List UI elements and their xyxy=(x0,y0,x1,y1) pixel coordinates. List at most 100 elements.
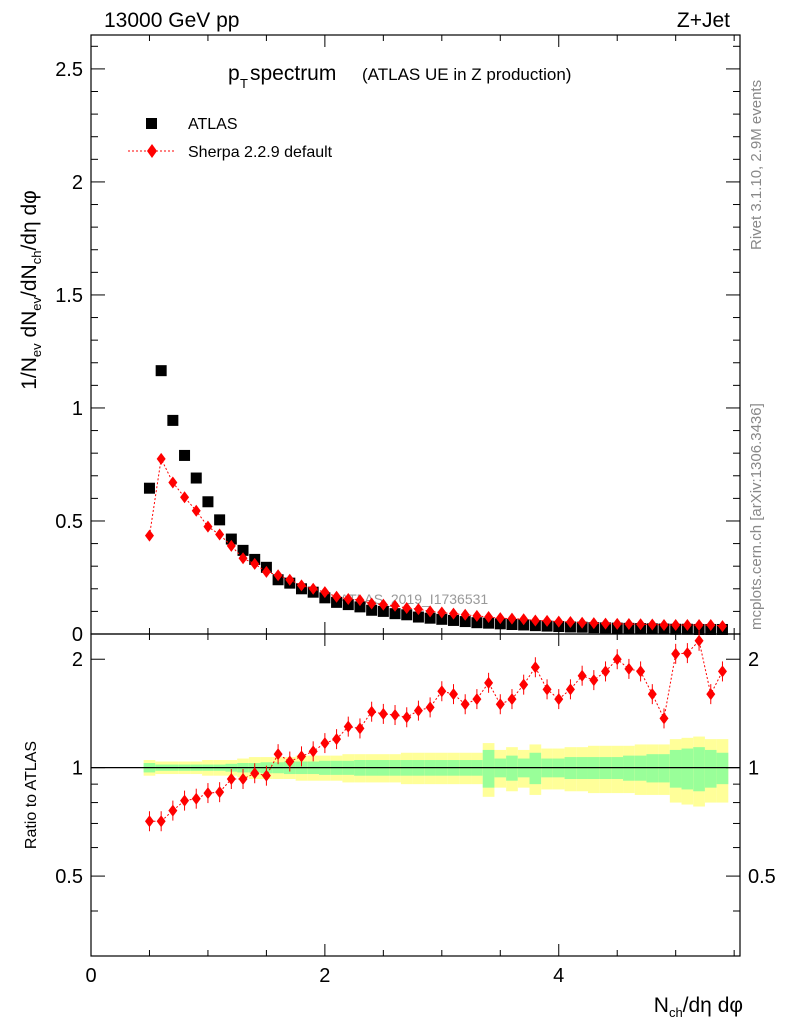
atlas-point xyxy=(389,608,401,620)
y-tick-label-bottom: 2 xyxy=(72,649,83,671)
sherpa-point-top xyxy=(390,599,400,612)
sherpa-point-top xyxy=(612,617,622,630)
sherpa-point-top xyxy=(542,614,552,627)
legend-sherpa-label: Sherpa 2.2.9 default xyxy=(188,144,333,161)
sherpa-point-ratio xyxy=(261,769,271,782)
sherpa-point-top xyxy=(437,606,447,619)
sherpa-point-ratio xyxy=(717,665,727,678)
atlas-point xyxy=(155,365,167,377)
sherpa-point-top xyxy=(717,620,727,633)
atlas-point xyxy=(483,617,495,629)
sherpa-point-ratio xyxy=(694,634,704,647)
band-inner-bin xyxy=(669,749,682,788)
sherpa-point-top xyxy=(367,597,377,610)
atlas-point xyxy=(167,414,179,426)
atlas-point xyxy=(436,613,448,625)
ratio-panel-markers xyxy=(144,630,727,832)
sherpa-point-ratio xyxy=(636,665,646,678)
sherpa-point-ratio xyxy=(472,693,482,706)
sherpa-point-top xyxy=(413,603,423,616)
mcplots-label: mcplots.cern.ch [arXiv:1306.3436] xyxy=(748,403,765,630)
sherpa-point-top xyxy=(425,605,435,618)
sherpa-point-top xyxy=(565,616,575,629)
sherpa-point-top xyxy=(226,539,236,552)
y-axis-label-bottom: Ratio to ATLAS xyxy=(23,741,40,849)
sherpa-point-top xyxy=(601,617,611,630)
atlas-point xyxy=(237,544,249,556)
y-tick-label-bottom-right: 0.5 xyxy=(748,866,776,888)
sherpa-point-top xyxy=(378,598,388,611)
sherpa-point-top xyxy=(647,618,657,631)
sherpa-point-ratio xyxy=(332,733,342,746)
y-tick-label-bottom-right: 1 xyxy=(748,758,759,780)
header-energy: 13000 GeV pp xyxy=(104,9,239,32)
sherpa-point-ratio xyxy=(367,705,377,718)
sherpa-point-ratio xyxy=(285,755,295,768)
title-main: p xyxy=(228,62,240,85)
sherpa-point-ratio xyxy=(215,786,225,799)
sherpa-point-top xyxy=(554,615,564,628)
sherpa-point-ratio xyxy=(507,693,517,706)
atlas-point xyxy=(202,496,214,508)
band-inner-bin xyxy=(529,752,542,785)
sherpa-point-top xyxy=(519,613,529,626)
band-inner-bin xyxy=(658,754,670,783)
sherpa-point-ratio xyxy=(671,647,681,660)
legend-atlas-label: ATLAS xyxy=(188,116,238,133)
sherpa-point-ratio xyxy=(425,701,435,714)
atlas-point xyxy=(471,617,483,629)
title-note: (ATLAS UE in Z production) xyxy=(362,65,571,84)
atlas-point xyxy=(424,612,436,624)
sherpa-point-ratio xyxy=(273,748,283,761)
legend: ATLAS Sherpa 2.2.9 default xyxy=(128,116,333,161)
sherpa-point-ratio xyxy=(355,722,365,735)
y-tick-label-top: 1 xyxy=(72,398,83,420)
sherpa-point-ratio xyxy=(343,720,353,733)
sherpa-point-ratio xyxy=(320,737,330,750)
sherpa-point-ratio xyxy=(296,750,306,763)
sherpa-point-top xyxy=(320,586,330,599)
sherpa-point-top xyxy=(191,504,201,517)
sherpa-point-ratio xyxy=(589,674,599,687)
band-inner-bin xyxy=(693,747,705,792)
sherpa-point-top xyxy=(250,557,260,570)
ratio-panel-frame xyxy=(90,633,741,957)
y-tick-label-top: 1.5 xyxy=(55,285,83,307)
sherpa-point-top xyxy=(624,618,634,631)
sherpa-point-top xyxy=(156,452,166,465)
sherpa-point-top xyxy=(261,565,271,578)
sherpa-point-ratio xyxy=(226,773,236,786)
title-subscript: T xyxy=(240,76,248,91)
sherpa-point-ratio xyxy=(238,773,248,786)
rivet-version-label: Rivet 3.1.10, 2.9M events xyxy=(748,80,765,250)
sherpa-point-top xyxy=(472,609,482,622)
x-tick-label: 2 xyxy=(319,965,330,987)
sherpa-point-ratio xyxy=(144,815,154,828)
sherpa-point-top xyxy=(530,614,540,627)
sherpa-point-ratio xyxy=(624,662,634,675)
sherpa-point-ratio xyxy=(156,815,166,828)
atlas-point xyxy=(448,614,460,626)
sherpa-point-top xyxy=(636,618,646,631)
sherpa-point-ratio xyxy=(390,709,400,722)
sherpa-point-top xyxy=(308,582,318,595)
sherpa-point-ratio xyxy=(706,688,716,701)
analysis-watermark: ATLAS_2019_I1736531 xyxy=(340,591,489,607)
atlas-point xyxy=(412,611,424,623)
band-inner-bin xyxy=(716,752,729,785)
sherpa-point-ratio xyxy=(554,693,564,706)
sherpa-point-top xyxy=(285,573,295,586)
sherpa-point-ratio xyxy=(612,653,622,666)
sherpa-point-ratio xyxy=(180,794,190,807)
sherpa-point-ratio xyxy=(437,685,447,698)
sherpa-point-top xyxy=(706,618,716,631)
sherpa-point-top xyxy=(203,520,213,533)
sherpa-point-ratio xyxy=(191,792,201,805)
y-tick-label-top: 0.5 xyxy=(55,511,83,533)
legend-atlas-marker xyxy=(146,118,157,129)
sherpa-point-top xyxy=(671,618,681,631)
x-tick-label: 0 xyxy=(85,965,96,987)
sherpa-point-top xyxy=(694,618,704,631)
sherpa-point-ratio xyxy=(449,688,459,701)
